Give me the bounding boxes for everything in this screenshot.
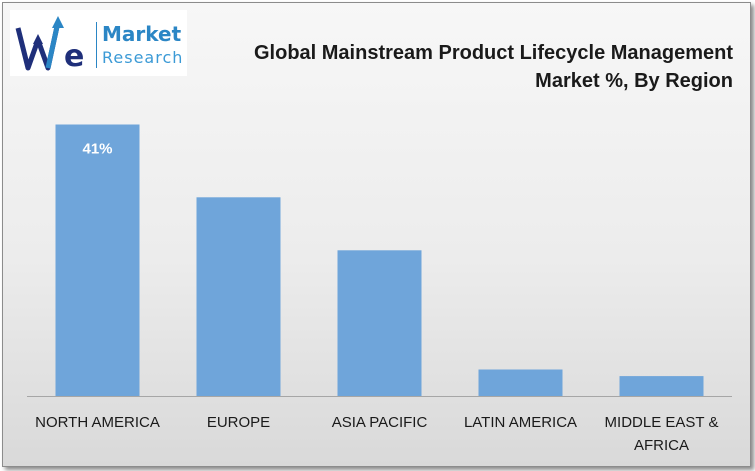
x-tick-label: EUROPE <box>207 414 270 431</box>
x-tick-label: ASIA PACIFIC <box>332 414 428 431</box>
logo-word-research: Research <box>102 48 184 67</box>
chart-title-line-2: Market %, By Region <box>535 70 733 92</box>
chart-title-line-1: Global Mainstream Product Lifecycle Mana… <box>253 42 733 64</box>
x-tick-label: LATIN AMERICA <box>464 414 577 431</box>
bar-latin-america <box>478 369 563 396</box>
chart-frame: e Market Research Global Mainstream Prod… <box>2 2 751 467</box>
bar-chart: 41% NORTH AMERICA EUROPE ASIA PACIFIC LATIN … <box>27 124 732 454</box>
bar-europe <box>196 197 281 396</box>
logo-word-market: Market <box>102 22 182 46</box>
x-tick-label: AFRICA <box>634 437 689 454</box>
logo-divider <box>96 22 97 68</box>
logo: e Market Research <box>10 10 187 76</box>
bar-asia-pacific <box>337 250 422 396</box>
bar-north-america <box>55 124 140 396</box>
x-tick-label: MIDDLE EAST & <box>605 414 719 431</box>
chart-title: Global Mainstream Product Lifecycle Mana… <box>193 39 733 95</box>
logo-mark-icon: e <box>15 16 84 74</box>
bar-middle-east-africa <box>619 376 704 396</box>
data-label: 41% <box>82 141 112 158</box>
svg-text:e: e <box>64 39 84 74</box>
x-tick-label: NORTH AMERICA <box>35 414 160 431</box>
